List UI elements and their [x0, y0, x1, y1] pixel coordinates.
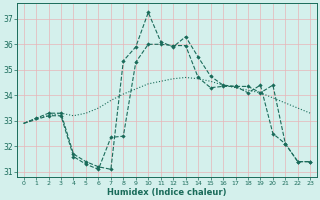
X-axis label: Humidex (Indice chaleur): Humidex (Indice chaleur)	[107, 188, 227, 197]
